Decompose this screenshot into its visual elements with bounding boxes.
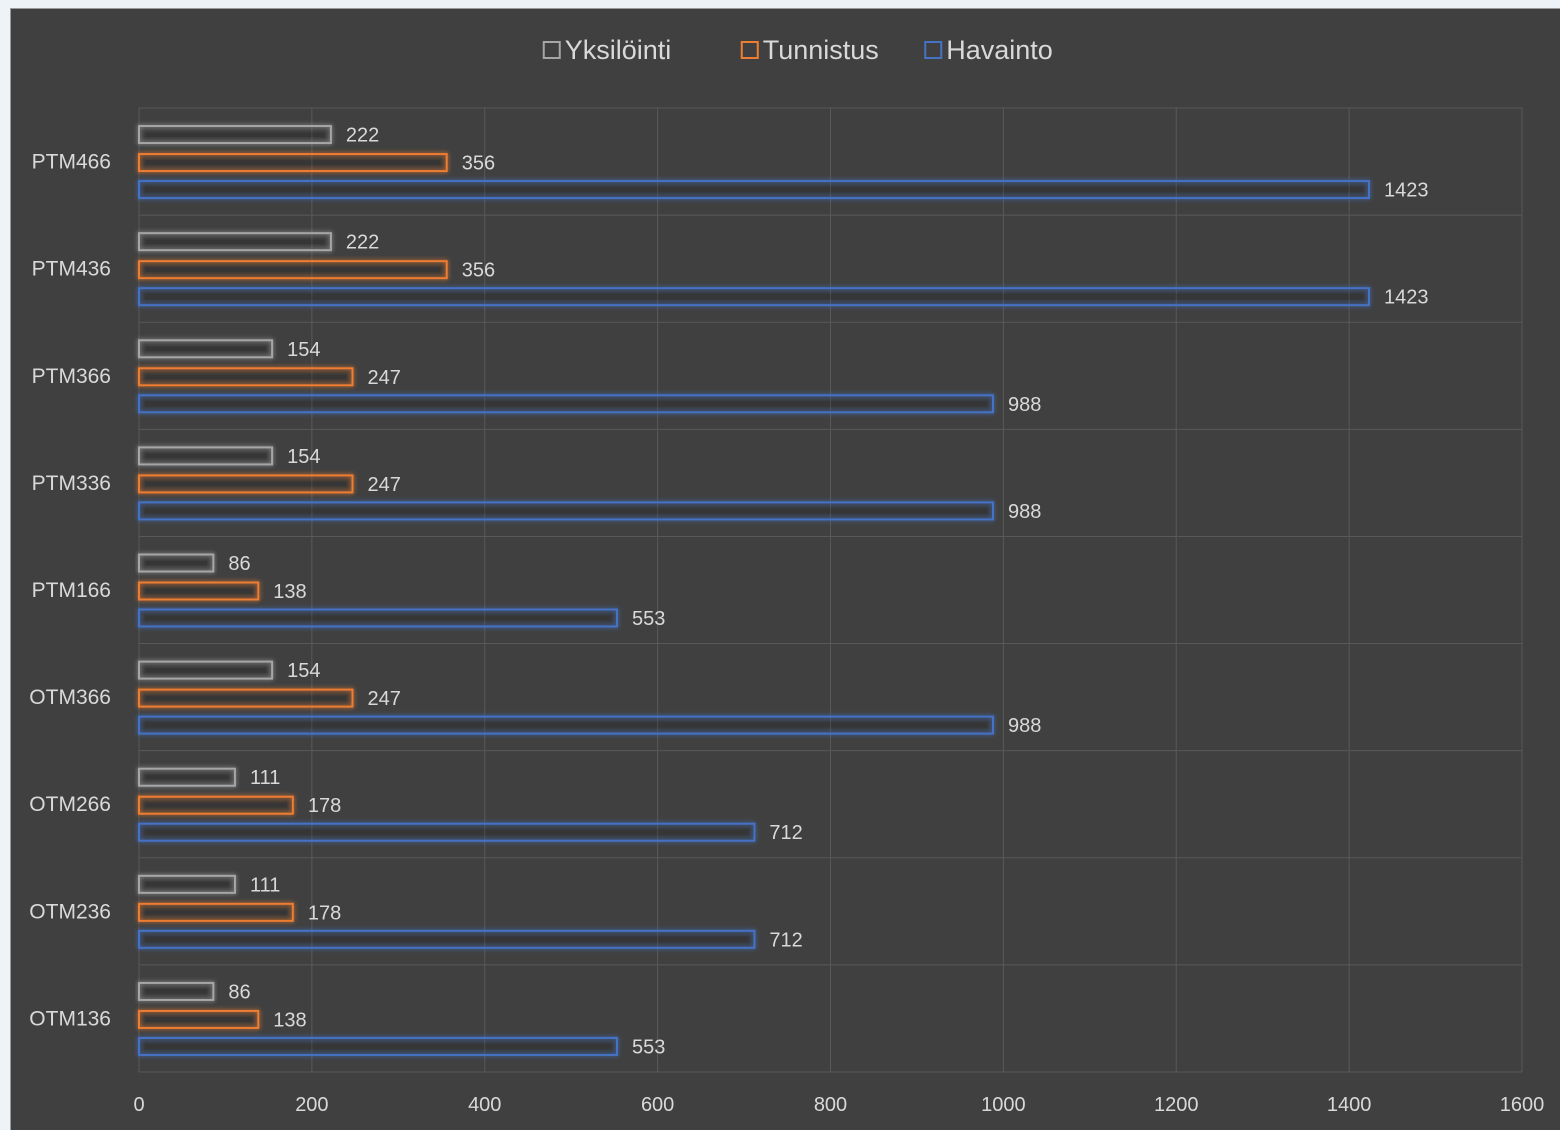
x-tick-label: 1600 [1500,1094,1545,1116]
bar-havainto-otm136 [138,1036,618,1056]
legend-swatch [740,41,759,59]
x-tick-label: 1000 [981,1094,1026,1116]
data-label-havainto-ptm466: 1423 [1384,180,1429,202]
bar-havainto-ptm436 [138,287,1371,307]
data-label-tunnistus-ptm366: 247 [368,367,401,389]
data-label-yksil-inti-otm136: 86 [228,981,250,1003]
bar-yksil-inti-otm236 [138,874,236,894]
legend-item-tunnistus: Tunnistus [740,35,879,65]
legend-item-yksil-inti: Yksilöinti [542,35,672,65]
bar-tunnistus-ptm336 [138,474,354,494]
legend-swatch [542,41,561,59]
bar-yksil-inti-otm136 [138,981,215,1001]
data-label-yksil-inti-otm266: 111 [250,767,280,789]
data-label-havainto-otm236: 712 [769,929,802,951]
data-label-tunnistus-ptm436: 356 [462,260,495,282]
bar-yksil-inti-ptm336 [138,446,274,466]
legend-label: Yksilöinti [565,35,672,65]
data-label-tunnistus-otm236: 178 [308,902,341,924]
x-tick-label: 1200 [1154,1094,1199,1116]
legend-label: Tunnistus [763,35,879,65]
data-label-havainto-otm266: 712 [769,822,802,844]
legend-swatch [924,41,943,59]
bar-tunnistus-otm236 [138,902,294,922]
data-label-havainto-ptm436: 1423 [1384,287,1429,309]
legend-item-havainto: Havainto [924,35,1053,65]
data-label-yksil-inti-ptm466: 222 [346,125,379,147]
x-tick-label: 400 [468,1094,501,1116]
bar-havainto-otm236 [138,929,756,949]
bar-havainto-ptm466 [138,180,1371,200]
data-label-havainto-ptm336: 988 [1008,501,1041,523]
category-label-ptm366: PTM366 [32,365,111,388]
bar-havainto-otm266 [138,822,756,842]
data-label-havainto-ptm366: 988 [1008,394,1041,416]
data-label-yksil-inti-ptm366: 154 [287,339,320,361]
category-label-otm236: OTM236 [29,900,111,923]
category-label-ptm436: PTM436 [32,258,111,281]
bar-yksil-inti-ptm436 [138,232,332,252]
data-label-yksil-inti-ptm166: 86 [228,553,250,575]
category-label-ptm336: PTM336 [32,472,111,495]
x-tick-label: 800 [814,1094,847,1116]
legend: Yksilöinti Tunnistus Havainto [542,35,1053,65]
category-label-otm366: OTM366 [29,686,111,709]
bar-yksil-inti-otm366 [138,660,274,680]
bar-tunnistus-ptm366 [138,367,354,387]
category-label-ptm466: PTM466 [32,151,111,174]
data-label-havainto-otm136: 553 [632,1036,665,1058]
bar-tunnistus-otm266 [138,795,294,815]
bar-havainto-ptm336 [138,501,995,521]
bar-tunnistus-otm366 [138,688,354,708]
data-label-yksil-inti-otm236: 111 [250,874,280,896]
data-label-havainto-ptm166: 553 [632,608,665,630]
data-label-tunnistus-otm136: 138 [273,1009,306,1031]
bars [138,125,1371,1056]
bar-havainto-ptm366 [138,394,995,414]
bar-tunnistus-ptm436 [138,260,448,280]
gridlines [138,107,1523,1073]
data-label-tunnistus-ptm166: 138 [273,581,306,603]
bar-yksil-inti-ptm466 [138,125,332,145]
data-label-tunnistus-otm366: 247 [368,688,401,710]
labels: 0 200 400 600 800 1000 1200 1400 1600 PTM466 222 35… [29,125,1544,1116]
data-label-tunnistus-ptm466: 356 [462,153,495,175]
category-label-otm266: OTM266 [29,793,111,816]
data-label-yksil-inti-ptm336: 154 [287,446,320,468]
bar-yksil-inti-ptm166 [138,553,215,573]
legend-label: Havainto [946,35,1053,65]
bar-tunnistus-ptm466 [138,153,448,173]
bar-havainto-ptm166 [138,608,618,628]
bar-havainto-otm366 [138,715,995,735]
bar-tunnistus-ptm166 [138,581,260,601]
category-label-ptm166: PTM166 [32,579,111,602]
category-label-otm136: OTM136 [29,1007,111,1030]
x-tick-label: 0 [133,1094,144,1116]
bar-tunnistus-otm136 [138,1009,260,1029]
data-label-tunnistus-otm266: 178 [308,795,341,817]
x-tick-label: 1400 [1327,1094,1372,1116]
data-label-havainto-otm366: 988 [1008,715,1041,737]
data-label-yksil-inti-otm366: 154 [287,660,320,682]
x-tick-label: 200 [295,1094,328,1116]
data-label-yksil-inti-ptm436: 222 [346,232,379,254]
x-tick-label: 600 [641,1094,674,1116]
bar-yksil-inti-ptm366 [138,339,274,359]
bar-yksil-inti-otm266 [138,767,236,787]
data-label-tunnistus-ptm336: 247 [368,474,401,496]
